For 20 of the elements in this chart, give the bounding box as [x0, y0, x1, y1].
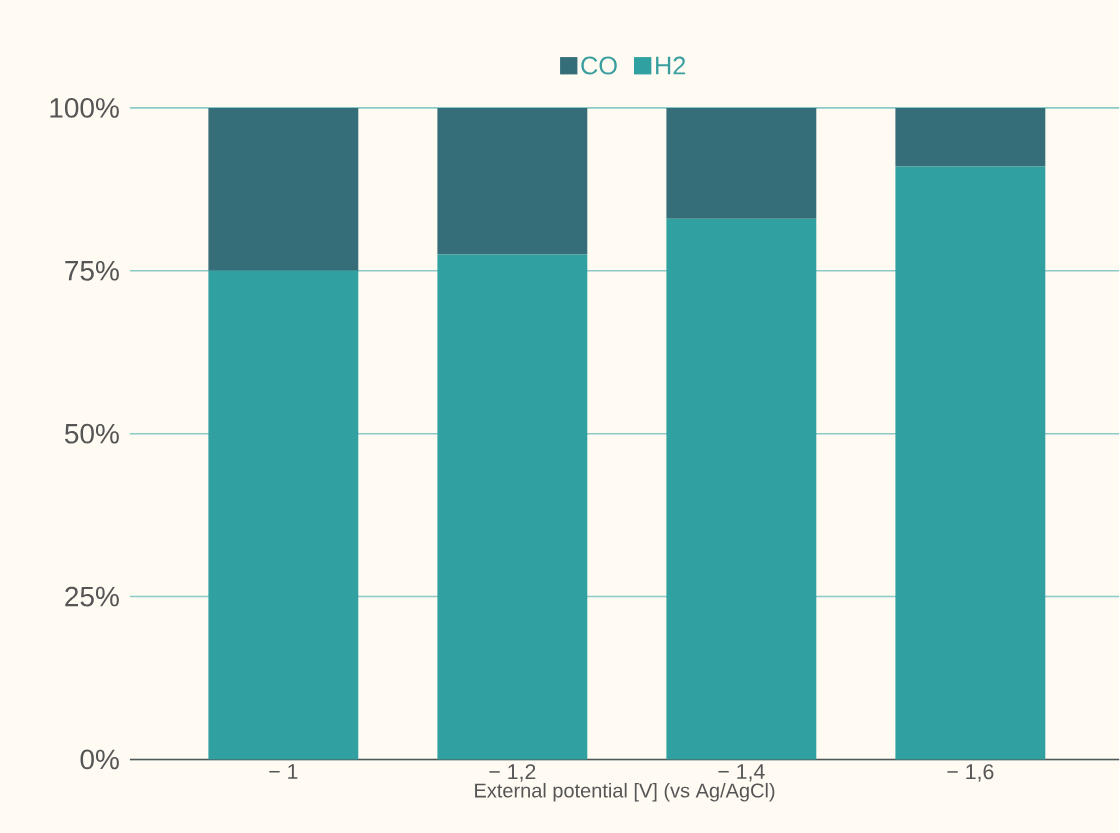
bar: [208, 270, 359, 760]
legend-label: H2: [656, 56, 686, 75]
bar: [437, 254, 588, 760]
x-tick-label: − 1,6: [947, 763, 994, 782]
bar: [895, 107, 1046, 167]
y-tick-label: 25%: [65, 586, 119, 607]
legend-label: CO: [581, 56, 617, 75]
y-tick-label: 50%: [65, 423, 119, 444]
y-tick-label: 75%: [65, 260, 119, 281]
x-tick-label: − 1,4: [718, 763, 765, 782]
x-tick-label: − 1,2: [489, 763, 536, 782]
y-tick-label: 100%: [50, 97, 119, 118]
x-axis-title: External potential [V] (vs Ag/AgCl): [475, 782, 775, 802]
bar: [666, 107, 817, 219]
bar: [895, 166, 1046, 760]
bar: [208, 107, 359, 271]
bar: [666, 218, 817, 760]
x-tick-label: − 1: [269, 763, 298, 779]
bar: [437, 107, 588, 255]
y-tick-label: 0%: [80, 749, 119, 770]
